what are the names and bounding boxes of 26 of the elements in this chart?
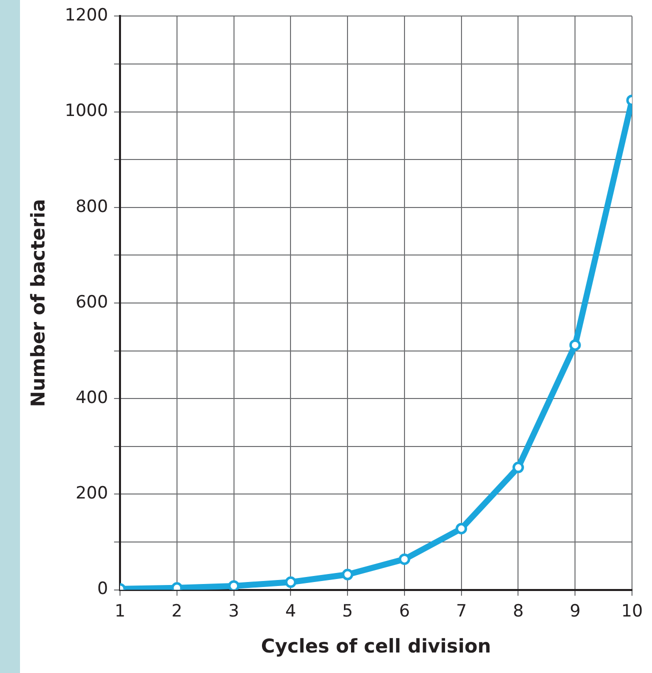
x-tick-label: 8 [512,601,524,622]
x-tick-label: 3 [228,601,240,622]
point [512,462,524,474]
x-tick-label: 1 [114,601,126,622]
y-tick-label: 1200 [64,6,108,26]
point [342,568,354,580]
x-tick-label: 7 [456,601,467,622]
y-tick-label: 400 [76,388,108,408]
y-tick-label: 1000 [64,101,108,122]
point [569,339,581,351]
y-tick-label: 800 [76,196,108,217]
x-tick-label: 4 [285,601,296,622]
y-axis-title: Number of bacteria [27,199,50,407]
point [456,522,468,534]
x-tick-label: 2 [172,601,182,622]
y-tick-label: 0 [97,579,108,600]
point [398,553,410,565]
x-tick-label: 10 [621,601,643,622]
x-tick-label: 9 [570,601,581,622]
point [284,576,296,588]
y-tick-label: 600 [76,292,108,312]
x-axis-title: Cycles of cell division [261,636,492,658]
y-tick-label: 200 [76,484,108,504]
x-tick-label: 6 [399,601,410,622]
point [228,580,240,590]
x-tick-label: 5 [342,601,354,622]
